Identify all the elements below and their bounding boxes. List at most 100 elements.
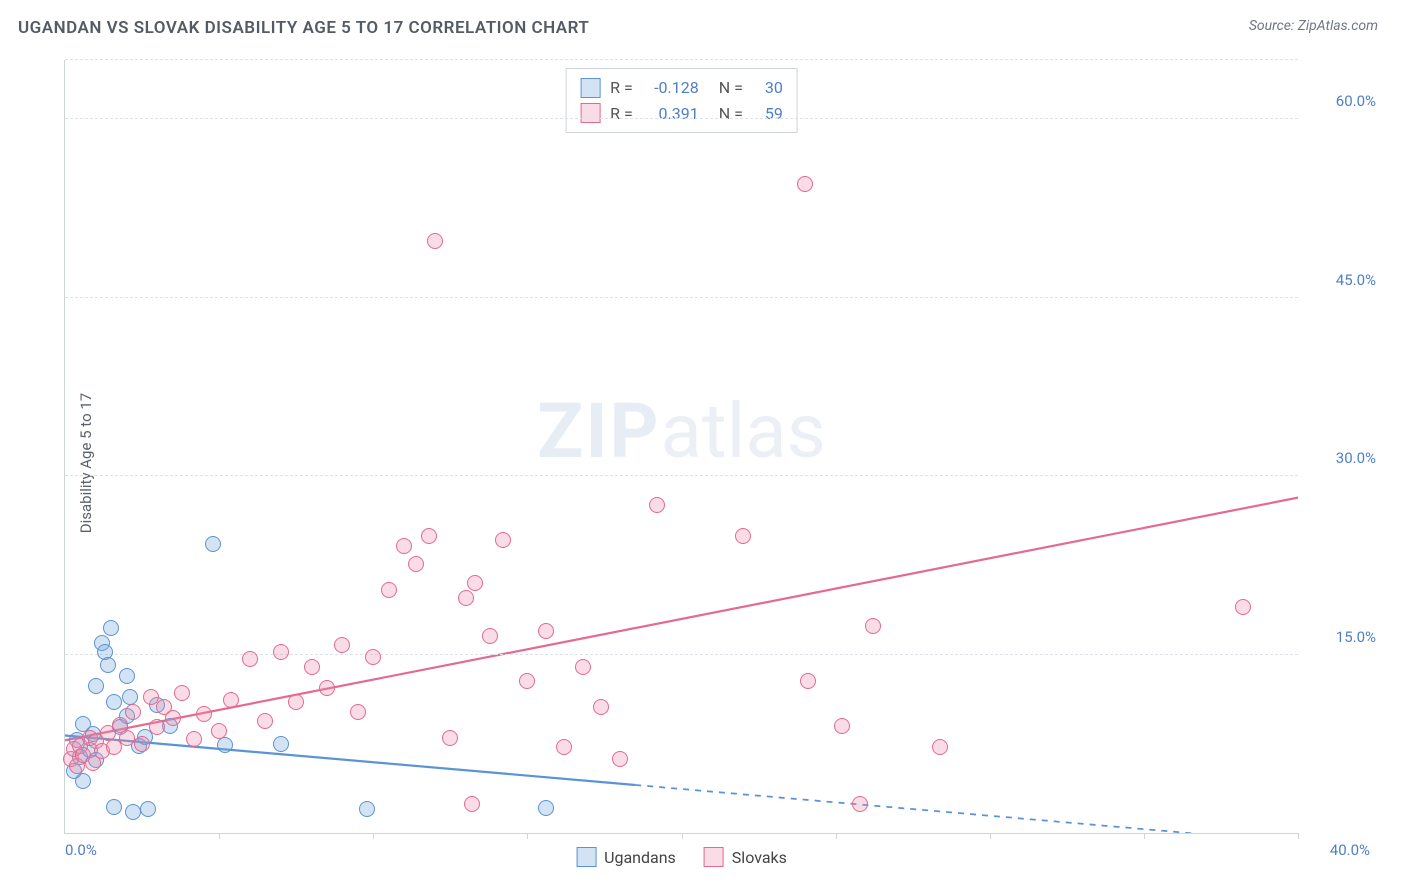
scatter-point-ugandans [103,620,119,636]
scatter-point-slovaks [800,673,816,689]
stats-r-label: R = [610,101,633,127]
scatter-point-slovaks [273,644,289,660]
scatter-point-ugandans [205,536,221,552]
scatter-point-slovaks [288,694,304,710]
scatter-point-slovaks [519,673,535,689]
stats-row-ugandans: R = -0.128 N = 30 [580,75,783,101]
legend-label: Slovaks [732,848,787,867]
scatter-point-slovaks [365,649,381,665]
scatter-point-ugandans [217,737,233,753]
x-tick-mark [836,833,837,839]
scatter-point-slovaks [196,706,212,722]
legend-swatch-ugandans [576,847,596,867]
scatter-point-slovaks [149,719,165,735]
x-origin-label: 0.0% [65,841,97,859]
scatter-point-ugandans [88,678,104,694]
scatter-point-ugandans [538,800,554,816]
scatter-point-slovaks [134,736,150,752]
x-tick-mark [527,833,528,839]
trend-line-dashed-ugandans [635,785,1298,833]
scatter-point-slovaks [442,730,458,746]
scatter-point-slovaks [334,637,350,653]
stats-row-slovaks: R = 0.391 N = 59 [580,101,783,127]
x-tick-mark [1298,833,1299,839]
x-tick-mark [373,833,374,839]
x-tick-mark [682,833,683,839]
stats-box: R = -0.128 N = 30 R = 0.391 N = 59 [565,68,798,133]
scatter-point-ugandans [106,694,122,710]
scatter-point-slovaks [495,532,511,548]
trend-lines-layer [65,60,1298,833]
stats-n-value: 59 [753,101,783,127]
scatter-point-ugandans [119,668,135,684]
x-tick-mark [990,833,991,839]
scatter-point-slovaks [458,590,474,606]
scatter-point-slovaks [575,659,591,675]
stats-r-label: R = [610,75,633,101]
legend-label: Ugandans [604,848,676,867]
scatter-point-slovaks [350,704,366,720]
scatter-point-slovaks [482,628,498,644]
gridline-h [65,59,1298,60]
stats-n-label: N = [719,75,743,101]
scatter-point-slovaks [649,497,665,513]
scatter-point-ugandans [75,773,91,789]
scatter-point-ugandans [106,799,122,815]
legend: Ugandans Slovaks [576,847,787,867]
scatter-point-slovaks [797,176,813,192]
scatter-point-slovaks [865,618,881,634]
scatter-point-slovaks [408,556,424,572]
stats-r-value: 0.391 [643,101,699,127]
legend-item-slovaks: Slovaks [704,847,787,867]
scatter-point-slovaks [593,699,609,715]
chart-title: UGANDAN VS SLOVAK DISABILITY AGE 5 TO 17… [18,18,589,38]
scatter-point-slovaks [852,796,868,812]
scatter-point-slovaks [421,528,437,544]
stats-r-value: -0.128 [643,75,699,101]
watermark: ZIPatlas [537,386,826,476]
scatter-point-slovaks [612,751,628,767]
gridline-h [65,118,1298,119]
scatter-point-slovaks [735,528,751,544]
trend-line-ugandans [65,735,635,785]
trend-line-slovaks [65,498,1298,741]
scatter-point-ugandans [273,736,289,752]
scatter-point-slovaks [242,651,258,667]
chart-container: Disability Age 5 to 17 ZIPatlas R =-0.12… [18,52,1378,874]
scatter-point-slovaks [396,538,412,554]
scatter-point-slovaks [427,233,443,249]
scatter-point-slovaks [257,713,273,729]
y-tick-label: 30.0% [1336,449,1376,467]
scatter-point-slovaks [304,659,320,675]
scatter-point-slovaks [467,575,483,591]
swatch-ugandans [580,78,600,98]
scatter-point-slovaks [932,739,948,755]
scatter-point-slovaks [381,582,397,598]
scatter-point-slovaks [319,680,335,696]
gridline-h [65,297,1298,298]
scatter-point-slovaks [186,731,202,747]
x-end-label: 40.0% [1330,841,1370,859]
scatter-point-slovaks [464,796,480,812]
y-tick-label: 60.0% [1336,92,1376,110]
stats-n-value: 30 [753,75,783,101]
scatter-point-slovaks [834,718,850,734]
x-tick-mark [219,833,220,839]
scatter-point-ugandans [140,801,156,817]
y-tick-label: 15.0% [1336,628,1376,646]
scatter-point-slovaks [211,723,227,739]
x-tick-mark [1144,833,1145,839]
swatch-slovaks [580,103,600,123]
stats-n-label: N = [719,101,743,127]
scatter-point-slovaks [125,704,141,720]
y-tick-label: 45.0% [1336,271,1376,289]
scatter-point-slovaks [1235,599,1251,615]
legend-item-ugandans: Ugandans [576,847,676,867]
gridline-h [65,475,1298,476]
source-label: Source: ZipAtlas.com [1249,18,1378,34]
scatter-point-slovaks [556,739,572,755]
scatter-point-ugandans [359,801,375,817]
scatter-point-ugandans [100,657,116,673]
legend-swatch-slovaks [704,847,724,867]
scatter-point-ugandans [125,804,141,820]
